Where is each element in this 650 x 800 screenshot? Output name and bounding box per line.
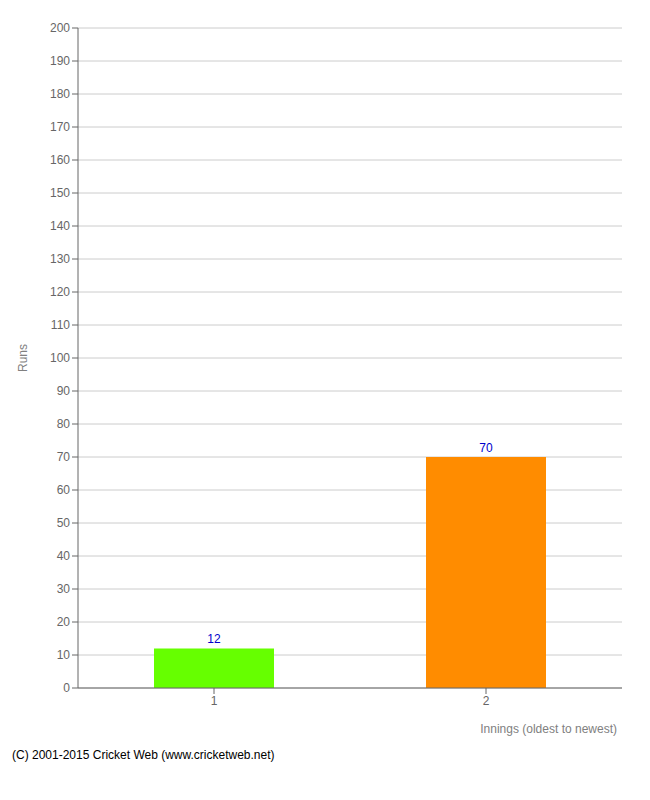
- svg-text:Innings (oldest to newest): Innings (oldest to newest): [480, 722, 617, 736]
- svg-text:170: 170: [50, 120, 70, 134]
- svg-text:70: 70: [57, 450, 71, 464]
- svg-text:140: 140: [50, 219, 70, 233]
- svg-text:100: 100: [50, 351, 70, 365]
- svg-text:50: 50: [57, 516, 71, 530]
- svg-text:160: 160: [50, 153, 70, 167]
- svg-text:110: 110: [51, 318, 70, 332]
- svg-text:12: 12: [207, 632, 221, 646]
- svg-text:20: 20: [57, 615, 71, 629]
- svg-text:190: 190: [50, 54, 70, 68]
- svg-text:70: 70: [479, 441, 493, 455]
- svg-text:2: 2: [483, 694, 490, 708]
- svg-text:120: 120: [50, 285, 70, 299]
- svg-text:150: 150: [50, 186, 70, 200]
- svg-text:0: 0: [63, 681, 70, 695]
- svg-text:180: 180: [50, 87, 70, 101]
- svg-text:10: 10: [57, 648, 71, 662]
- svg-text:30: 30: [57, 582, 71, 596]
- svg-text:130: 130: [50, 252, 70, 266]
- svg-text:Runs: Runs: [16, 344, 30, 372]
- html-text:(C) 2001-2015 Cricket Web (www: (C) 2001-2015 Cricket Web (www.cricketwe…: [12, 748, 275, 762]
- svg-text:60: 60: [57, 483, 71, 497]
- svg-text:80: 80: [57, 417, 71, 431]
- svg-text:90: 90: [57, 384, 71, 398]
- svg-text:200: 200: [50, 21, 70, 35]
- svg-text:40: 40: [57, 549, 71, 563]
- svg-text:1: 1: [211, 694, 218, 708]
